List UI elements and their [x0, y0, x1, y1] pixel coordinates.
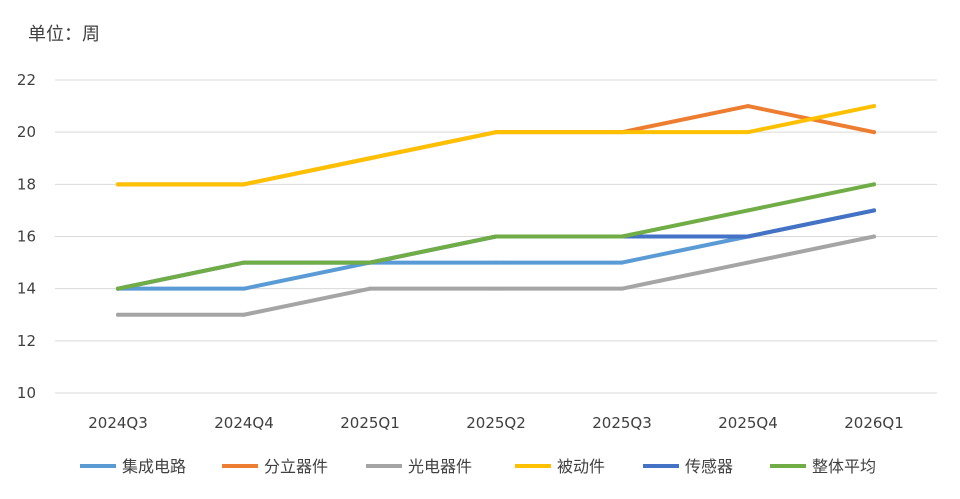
- y-axis-ticks: 10 12 14 16 18 20 22: [17, 71, 36, 402]
- data-point: [242, 182, 246, 187]
- x-tick-label: 2025Q4: [718, 414, 778, 432]
- legend-label: 被动件: [557, 457, 605, 476]
- series-lines: [116, 104, 876, 317]
- data-point: [620, 234, 624, 239]
- data-point: [746, 130, 750, 135]
- data-point: [872, 234, 876, 239]
- data-point: [746, 208, 750, 213]
- data-point: [368, 156, 372, 161]
- data-point: [620, 260, 624, 265]
- y-tick-label: 16: [17, 228, 36, 246]
- data-point: [872, 182, 876, 187]
- y-tick-label: 20: [17, 123, 36, 141]
- series-line-3: [116, 104, 876, 187]
- x-tick-label: 2025Q2: [466, 414, 526, 432]
- data-point: [116, 182, 120, 187]
- legend-label: 整体平均: [812, 457, 876, 476]
- data-point: [872, 130, 876, 135]
- data-point: [242, 286, 246, 291]
- data-point: [242, 260, 246, 265]
- legend: 集成电路 分立器件 光电器件 被动件 传感器 整体平均: [80, 457, 876, 476]
- data-point: [872, 104, 876, 109]
- y-tick-label: 22: [17, 71, 36, 89]
- data-point: [116, 286, 120, 291]
- data-point: [494, 130, 498, 135]
- series-line-0: [116, 208, 876, 291]
- legend-label: 光电器件: [408, 457, 472, 476]
- unit-label: 单位：周: [28, 24, 100, 45]
- data-point: [746, 260, 750, 265]
- series-line-2: [116, 234, 876, 317]
- data-point: [746, 104, 750, 109]
- x-tick-label: 2025Q3: [592, 414, 652, 432]
- x-tick-label: 2024Q3: [88, 414, 148, 432]
- series-line-4: [116, 208, 876, 291]
- y-tick-label: 14: [17, 280, 36, 298]
- legend-label: 分立器件: [264, 457, 328, 476]
- data-point: [116, 312, 120, 317]
- data-point: [494, 234, 498, 239]
- data-point: [242, 312, 246, 317]
- data-point: [494, 260, 498, 265]
- data-point: [746, 234, 750, 239]
- data-point: [494, 286, 498, 291]
- data-point: [872, 208, 876, 213]
- y-tick-label: 18: [17, 175, 36, 193]
- x-tick-label: 2026Q1: [844, 414, 904, 432]
- x-axis-ticks: 2024Q3 2024Q4 2025Q1 2025Q2 2025Q3 2025Q4 2026…: [88, 414, 904, 432]
- x-tick-label: 2024Q4: [214, 414, 274, 432]
- legend-label: 传感器: [685, 457, 733, 476]
- data-point: [620, 286, 624, 291]
- legend-label: 集成电路: [122, 457, 186, 476]
- data-point: [620, 130, 624, 135]
- x-tick-label: 2025Q1: [340, 414, 400, 432]
- data-point: [368, 260, 372, 265]
- y-tick-label: 12: [17, 332, 36, 350]
- data-point: [368, 286, 372, 291]
- y-tick-label: 10: [17, 384, 36, 402]
- series-line-1: [116, 104, 876, 187]
